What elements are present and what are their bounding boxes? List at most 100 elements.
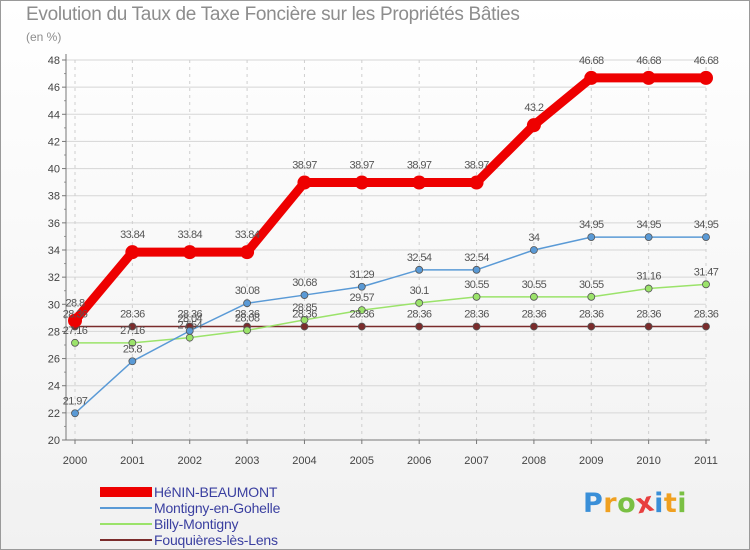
- point-henin-beaumont-2008: [526, 118, 541, 133]
- data-label-henin-beaumont-2006: 38.97: [407, 160, 432, 172]
- legend-label-henin-beaumont: HéNIN-BEAUMONT: [154, 484, 278, 500]
- point-billy-montigny-2001: [128, 338, 137, 347]
- data-label-henin-beaumont-2009: 46.68: [579, 55, 604, 67]
- legend-swatch-billy-montigny: [100, 523, 152, 525]
- data-label-billy-montigny-2000: 27.16: [63, 325, 88, 337]
- logo-letter: o: [617, 488, 637, 519]
- point-fouquieres-les-lens-2007: [472, 322, 481, 331]
- y-tick-label-44: 44: [48, 109, 60, 121]
- data-label-henin-beaumont-2004: 38.97: [292, 160, 317, 172]
- point-montigny-en-gohelle-2007: [472, 265, 481, 274]
- point-montigny-en-gohelle-2009: [587, 233, 596, 242]
- y-tick-label-38: 38: [48, 191, 60, 203]
- data-label-henin-beaumont-2003: 33.84: [235, 229, 260, 241]
- point-fouquieres-les-lens-2004: [300, 322, 309, 331]
- point-billy-montigny-2011: [702, 280, 710, 289]
- data-label-montigny-en-gohelle-2007: 32.54: [464, 252, 489, 264]
- point-henin-beaumont-2003: [240, 245, 255, 260]
- y-tick-label-36: 36: [48, 218, 60, 230]
- y-unit-label: (en %): [26, 30, 62, 44]
- data-label-fouquieres-les-lens-2006: 28.36: [407, 309, 432, 321]
- data-label-billy-montigny-2003: 28.08: [235, 312, 260, 324]
- x-tick-label-2007: 2007: [464, 455, 488, 467]
- data-label-henin-beaumont-2005: 38.97: [350, 160, 375, 172]
- y-tick-label-42: 42: [48, 136, 60, 148]
- data-label-fouquieres-les-lens-2011: 28.36: [694, 309, 719, 321]
- point-billy-montigny-2009: [587, 292, 596, 301]
- data-label-billy-montigny-2001: 27.16: [120, 325, 145, 337]
- point-billy-montigny-2000: [71, 338, 79, 347]
- data-label-fouquieres-les-lens-2000: 28.36: [63, 309, 88, 321]
- data-label-henin-beaumont-2002: 33.84: [177, 229, 202, 241]
- data-label-montigny-en-gohelle-2000: 21.97: [63, 395, 88, 407]
- data-label-fouquieres-les-lens-2004: 28.36: [292, 309, 317, 321]
- point-montigny-en-gohelle-2002: [185, 326, 194, 335]
- data-label-fouquieres-les-lens-2007: 28.36: [464, 309, 489, 321]
- point-henin-beaumont-2002: [182, 245, 197, 260]
- y-tick-label-32: 32: [48, 272, 60, 284]
- data-label-billy-montigny-2009: 30.55: [579, 279, 604, 291]
- point-montigny-en-gohelle-2011: [702, 233, 710, 242]
- data-label-billy-montigny-2005: 29.57: [350, 292, 375, 304]
- point-billy-montigny-2008: [530, 292, 538, 301]
- data-label-fouquieres-les-lens-2003: 28.36: [235, 309, 260, 321]
- data-label-fouquieres-les-lens-2009: 28.36: [579, 309, 604, 321]
- data-label-montigny-en-gohelle-2008: 34: [528, 232, 540, 244]
- x-tick-label-2010: 2010: [636, 455, 660, 467]
- point-henin-beaumont-2009: [584, 70, 599, 85]
- logo-letter: t: [663, 488, 678, 519]
- series-line-billy-montigny: [74, 283, 707, 344]
- point-henin-beaumont-2007: [469, 175, 484, 190]
- x-tick-label-2004: 2004: [292, 455, 316, 467]
- x-tick-label-2001: 2001: [120, 455, 144, 467]
- y-tick-label-34: 34: [48, 245, 60, 257]
- data-label-henin-beaumont-2000: 28.8: [65, 298, 84, 310]
- y-tick-label-24: 24: [48, 381, 60, 393]
- data-label-fouquieres-les-lens-2010: 28.36: [636, 309, 661, 321]
- legend-swatch-henin-beaumont: [100, 487, 152, 497]
- x-tick-label-2002: 2002: [177, 455, 201, 467]
- point-fouquieres-les-lens-2006: [415, 322, 424, 331]
- y-tick-label-20: 20: [48, 435, 60, 447]
- logo-letter: P: [583, 488, 604, 519]
- point-montigny-en-gohelle-2008: [530, 246, 538, 254]
- data-label-billy-montigny-2010: 31.16: [636, 271, 661, 283]
- point-fouquieres-les-lens-2008: [530, 322, 538, 331]
- data-label-billy-montigny-2004: 28.85: [292, 302, 317, 314]
- point-henin-beaumont-2004: [297, 175, 312, 190]
- point-billy-montigny-2010: [644, 284, 653, 293]
- point-montigny-en-gohelle-2004: [300, 291, 309, 299]
- legend-swatch-montigny-en-gohelle: [100, 507, 152, 509]
- data-label-montigny-en-gohelle-2002: 28.04: [177, 313, 202, 325]
- x-tick-label-2003: 2003: [235, 455, 259, 467]
- y-tick-label-30: 30: [48, 299, 60, 311]
- point-billy-montigny-2004: [300, 315, 309, 324]
- legend-swatch-fouquieres-les-lens: [100, 539, 152, 541]
- proxiti-logo: Proxiti: [583, 486, 687, 520]
- data-label-billy-montigny-2007: 30.55: [464, 279, 489, 291]
- point-montigny-en-gohelle-2010: [644, 233, 653, 242]
- logo-letter: r: [603, 488, 618, 519]
- series-line-henin-beaumont: [70, 73, 711, 326]
- data-label-montigny-en-gohelle-2005: 31.29: [350, 269, 375, 281]
- x-tick-label-2005: 2005: [350, 455, 374, 467]
- data-label-billy-montigny-2008: 30.55: [522, 279, 547, 291]
- point-henin-beaumont-2005: [354, 175, 369, 190]
- x-tick-label-2009: 2009: [579, 455, 603, 467]
- x-tick-label-2000: 2000: [63, 455, 87, 467]
- point-billy-montigny-2002: [185, 333, 194, 342]
- data-label-montigny-en-gohelle-2003: 30.08: [235, 285, 260, 297]
- data-label-fouquieres-les-lens-2005: 28.36: [350, 309, 375, 321]
- point-montigny-en-gohelle-2001: [128, 357, 137, 366]
- point-billy-montigny-2005: [357, 306, 366, 315]
- data-label-montigny-en-gohelle-2010: 34.95: [636, 219, 661, 231]
- point-henin-beaumont-2000: [68, 313, 82, 328]
- point-fouquieres-les-lens-2010: [644, 322, 653, 331]
- point-henin-beaumont-2010: [641, 70, 656, 85]
- data-label-henin-beaumont-2011: 46.68: [694, 55, 719, 67]
- data-label-henin-beaumont-2001: 33.84: [120, 229, 145, 241]
- y-tick-label-40: 40: [48, 164, 60, 176]
- data-label-fouquieres-les-lens-2001: 28.36: [120, 309, 145, 321]
- y-tick-label-22: 22: [48, 408, 60, 420]
- data-label-montigny-en-gohelle-2001: 25.8: [123, 343, 142, 355]
